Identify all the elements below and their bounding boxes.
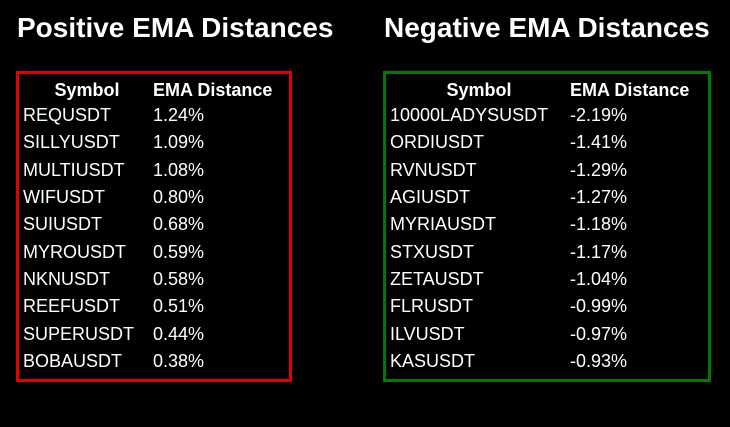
negative-table-box: Symbol EMA Distance 10000LADYSUSDT -2.19%…	[383, 71, 711, 382]
table-row: STXUSDT -1.17%	[390, 238, 708, 265]
table-row: NKNUSDT 0.58%	[23, 266, 289, 293]
ema-distance-cell: -0.97%	[570, 323, 628, 344]
ema-distance-cell: 0.38%	[153, 350, 205, 371]
ema-distance-cell: -0.93%	[570, 350, 628, 371]
table-row: SUPERUSDT 0.44%	[23, 320, 289, 347]
positive-table-body: REQUSDT 1.24% SILLYUSDT 1.09% MULTIUSDT 1.08%…	[23, 102, 289, 375]
symbol-column-header: Symbol	[446, 80, 512, 100]
symbol-cell: ORDIUSDT	[390, 132, 484, 153]
table-header-row: Symbol EMA Distance	[23, 78, 289, 102]
symbol-column-header: Symbol	[54, 80, 120, 100]
table-row: 10000LADYSUSDT -2.19%	[390, 102, 708, 129]
symbol-cell: ZETAUSDT	[390, 268, 484, 289]
ema-distance-cell: -1.18%	[570, 214, 628, 235]
ema-distance-cell: 1.09%	[153, 132, 205, 153]
ema-distance-cell: -1.27%	[570, 187, 628, 208]
ema-distance-cell: -1.29%	[570, 159, 628, 180]
symbol-cell: NKNUSDT	[23, 268, 111, 289]
negative-panel-title: Negative EMA Distances	[384, 12, 710, 43]
table-row: SUIUSDT 0.68%	[23, 211, 289, 238]
table-row: RVNUSDT -1.29%	[390, 157, 708, 184]
symbol-cell: SUIUSDT	[23, 214, 103, 235]
symbol-cell: REEFUSDT	[23, 296, 121, 317]
table-row: REEFUSDT 0.51%	[23, 293, 289, 320]
ema-distance-cell: -1.41%	[570, 132, 628, 153]
symbol-cell: ILVUSDT	[390, 323, 465, 344]
ema-distance-cell: -1.04%	[570, 268, 628, 289]
symbol-cell: BOBAUSDT	[23, 350, 123, 371]
negative-table: Symbol EMA Distance 10000LADYSUSDT -2.19%…	[390, 78, 708, 375]
symbol-cell: WIFUSDT	[23, 187, 105, 208]
negative-table-body: 10000LADYSUSDT -2.19% ORDIUSDT -1.41% RVNUSD…	[390, 102, 708, 375]
ema-distance-cell: 0.51%	[153, 296, 205, 317]
table-row: AGIUSDT -1.27%	[390, 184, 708, 211]
positive-panel-title: Positive EMA Distances	[17, 12, 334, 43]
symbol-cell: RVNUSDT	[390, 159, 477, 180]
ema-distance-cell: 0.58%	[153, 268, 205, 289]
table-row: REQUSDT 1.24%	[23, 102, 289, 129]
symbol-cell: KASUSDT	[390, 350, 476, 371]
symbol-cell: SILLYUSDT	[23, 132, 120, 153]
ema-distance-cell: 1.08%	[153, 159, 205, 180]
table-row: MYRIAUSDT -1.18%	[390, 211, 708, 238]
symbol-cell: REQUSDT	[23, 105, 112, 126]
table-row: SILLYUSDT 1.09%	[23, 129, 289, 156]
symbol-cell: STXUSDT	[390, 241, 475, 262]
table-row: KASUSDT -0.93%	[390, 348, 708, 375]
ema-distance-column-header: EMA Distance	[153, 80, 273, 100]
symbol-cell: MULTIUSDT	[23, 159, 125, 180]
table-row: MYROUSDT 0.59%	[23, 238, 289, 265]
symbol-cell: MYROUSDT	[23, 241, 126, 262]
positive-table: Symbol EMA Distance REQUSDT 1.24% SILLYUSD…	[23, 78, 289, 375]
ema-distance-cell: -1.17%	[570, 241, 628, 262]
table-row: ZETAUSDT -1.04%	[390, 266, 708, 293]
ema-distance-cell: 0.59%	[153, 241, 205, 262]
positive-table-box: Symbol EMA Distance REQUSDT 1.24% SILLYUSD…	[16, 71, 292, 382]
symbol-cell: AGIUSDT	[390, 187, 471, 208]
ema-distance-column-header: EMA Distance	[570, 80, 690, 100]
table-row: FLRUSDT -0.99%	[390, 293, 708, 320]
table-row: BOBAUSDT 0.38%	[23, 348, 289, 375]
table-row: ILVUSDT -0.97%	[390, 320, 708, 347]
table-row: MULTIUSDT 1.08%	[23, 157, 289, 184]
ema-distance-cell: 0.44%	[153, 323, 205, 344]
ema-distance-cell: 0.68%	[153, 214, 205, 235]
table-row: ORDIUSDT -1.41%	[390, 129, 708, 156]
symbol-cell: MYRIAUSDT	[390, 214, 497, 235]
ema-distance-cell: 0.80%	[153, 187, 205, 208]
symbol-cell: FLRUSDT	[390, 296, 474, 317]
ema-distance-cell: -0.99%	[570, 296, 628, 317]
ema-distance-cell: 1.24%	[153, 105, 205, 126]
table-header-row: Symbol EMA Distance	[390, 78, 708, 102]
table-row: WIFUSDT 0.80%	[23, 184, 289, 211]
symbol-cell: 10000LADYSUSDT	[390, 105, 549, 126]
symbol-cell: SUPERUSDT	[23, 323, 135, 344]
ema-distance-cell: -2.19%	[570, 105, 628, 126]
